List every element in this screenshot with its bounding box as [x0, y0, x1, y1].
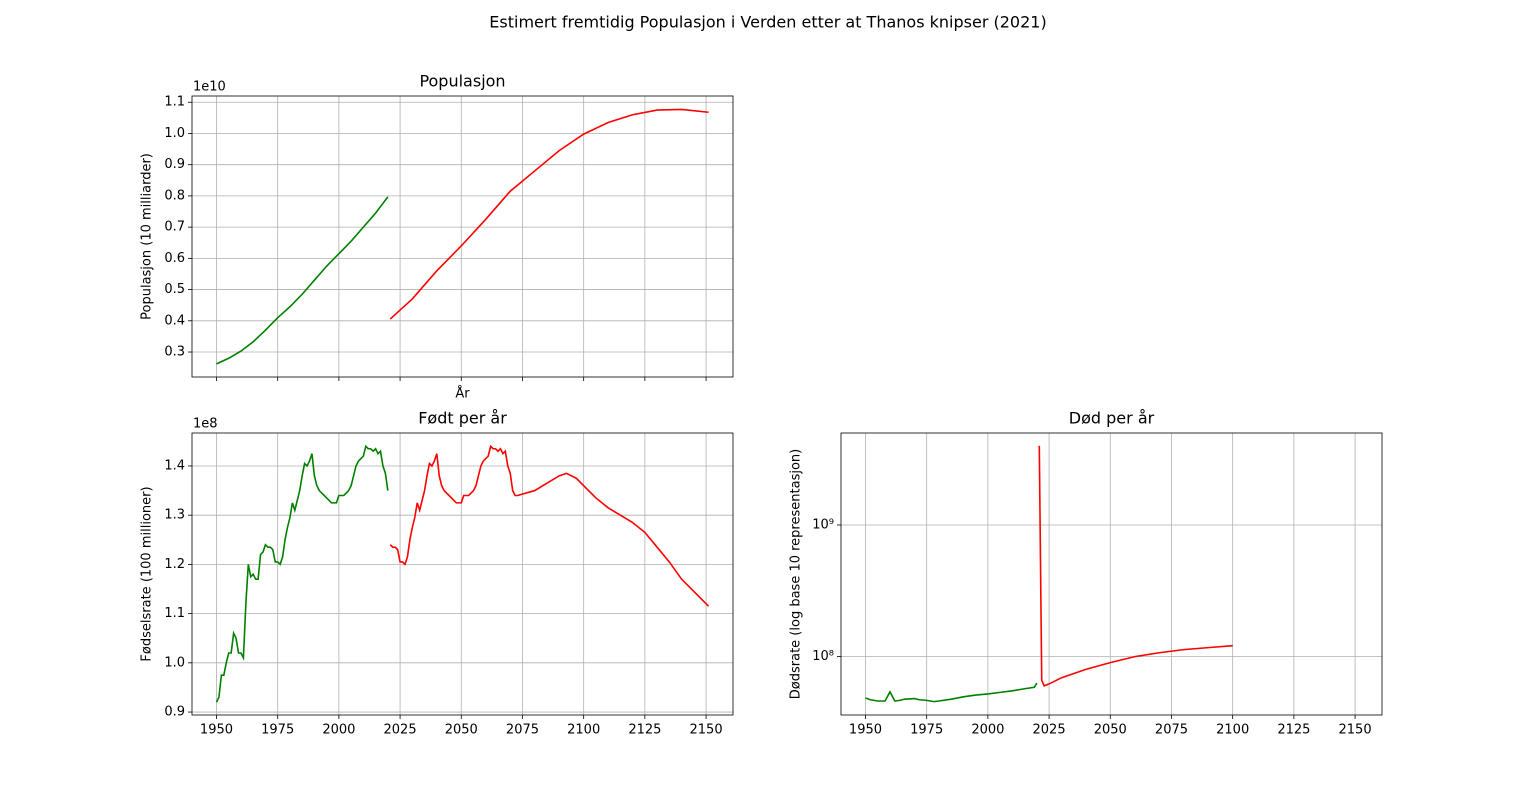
offset-label: 1e10	[193, 80, 226, 95]
x-tick-label: 1975	[261, 723, 294, 738]
x-tick-label: 2100	[1216, 723, 1249, 738]
x-tick-label: 2150	[690, 723, 723, 738]
x-tick-label: 2125	[1277, 723, 1310, 738]
y-tick-label: 10⁹	[812, 517, 834, 532]
y-axis-label: Dødsrate (log base 10 representasjon)	[789, 449, 804, 699]
x-tick-label: 2075	[1155, 723, 1188, 738]
offset-label: 1e8	[193, 417, 218, 432]
y-tick-label: 0.8	[164, 188, 185, 203]
x-tick-label: 1950	[200, 723, 233, 738]
figure-title: Estimert fremtidig Populasjon i Verden e…	[489, 13, 1046, 32]
x-tick-label: 2050	[445, 723, 478, 738]
y-axis-label: Populasjon (10 milliarder)	[140, 153, 155, 320]
axes-frame	[840, 432, 1383, 716]
y-tick-label: 0.7	[164, 220, 185, 235]
data-line	[216, 196, 389, 365]
y-tick-label: 1.2	[164, 557, 185, 572]
x-tick-label: 2075	[506, 723, 539, 738]
x-tick-label: 1975	[910, 723, 943, 738]
y-tick-label: 0.9	[164, 705, 185, 720]
data-line	[1038, 445, 1233, 687]
axes-frame	[191, 432, 734, 716]
axes-title: Død per år	[1069, 409, 1155, 428]
y-tick-label: 0.9	[164, 157, 185, 172]
y-tick-label: 1.3	[164, 508, 185, 523]
x-tick-label: 2125	[628, 723, 661, 738]
x-axis-label: År	[455, 386, 470, 402]
y-tick-label: 1.1	[164, 606, 185, 621]
x-tick-label: 2025	[384, 723, 417, 738]
x-tick-label: 2000	[971, 723, 1004, 738]
x-tick-label: 2050	[1094, 723, 1127, 738]
y-tick-label: 0.3	[164, 345, 185, 360]
x-tick-label: 2100	[567, 723, 600, 738]
x-tick-label: 2150	[1339, 723, 1372, 738]
y-axis-label: Fødselsrate (100 millioner)	[140, 486, 155, 661]
x-tick-label: 2000	[322, 723, 355, 738]
y-tick-label: 0.5	[164, 282, 185, 297]
axes-title: Født per år	[418, 409, 507, 428]
data-line	[389, 108, 709, 320]
y-tick-label: 1.1	[164, 95, 185, 110]
x-tick-label: 2025	[1033, 723, 1066, 738]
y-tick-label: 1.4	[164, 458, 185, 473]
y-tick-label: 0.4	[164, 313, 185, 328]
data-line	[389, 444, 710, 607]
x-tick-label: 1950	[849, 723, 882, 738]
y-tick-label: 1.0	[164, 655, 185, 670]
axes-frame	[191, 95, 734, 378]
data-line	[865, 682, 1038, 703]
y-tick-label: 10⁸	[812, 649, 834, 664]
y-tick-label: 0.6	[164, 251, 185, 266]
axes-title: Populasjon	[419, 72, 505, 91]
data-line	[215, 444, 389, 703]
y-tick-label: 1.0	[164, 126, 185, 141]
